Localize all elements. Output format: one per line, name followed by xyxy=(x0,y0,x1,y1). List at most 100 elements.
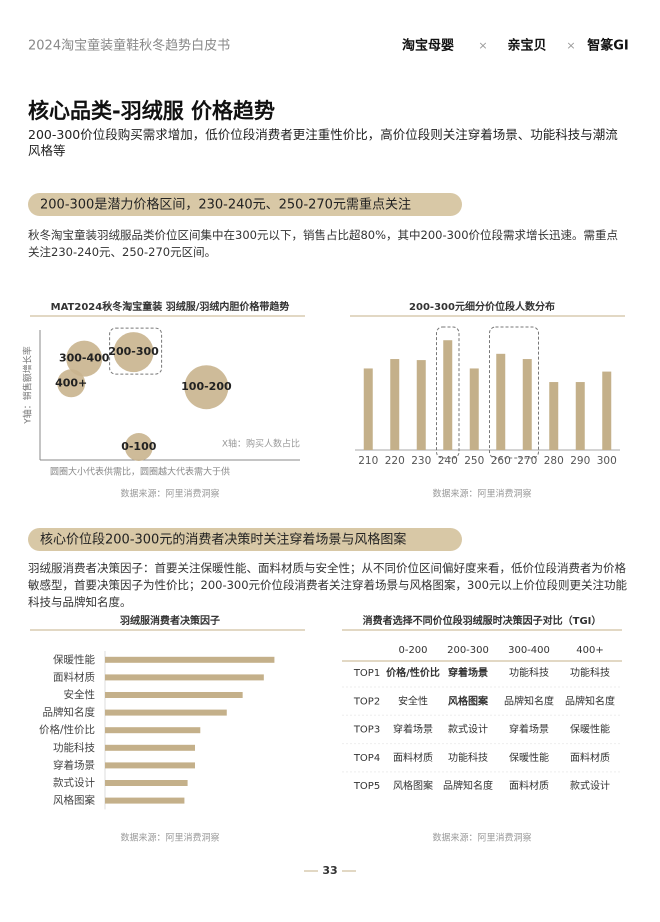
y-axis-label: Y轴：销售额增长率 xyxy=(22,346,34,425)
table-cell: 面料材质 xyxy=(509,779,549,792)
table-cell: 品牌知名度 xyxy=(504,694,554,707)
table-cell: 款式设计 xyxy=(570,779,610,792)
x-tick-label: 290 xyxy=(570,455,590,467)
page-title: 核心品类-羽绒服 价格趋势 xyxy=(28,99,275,123)
bubble xyxy=(57,369,86,398)
table-cell: 穿着场景 xyxy=(393,723,433,736)
bubble-label: 200-300 xyxy=(108,345,159,358)
bubble xyxy=(66,340,103,377)
source: 数据来源：阿里消费洞察 xyxy=(432,488,531,500)
x-tick-label: 230 xyxy=(411,455,431,467)
bar xyxy=(443,340,453,450)
bubble xyxy=(113,332,154,373)
y-tick-label: 穿着场景 xyxy=(53,758,95,771)
bar xyxy=(496,353,506,450)
table-cell: 保暖性能 xyxy=(570,723,610,736)
y-tick-label: 品牌知名度 xyxy=(43,706,96,719)
bar xyxy=(105,656,275,663)
y-tick-label: 功能科技 xyxy=(53,741,95,754)
table-cell: 功能科技 xyxy=(509,666,549,679)
x-tick-label: 210 xyxy=(358,455,378,467)
bar xyxy=(416,360,426,450)
source: 数据来源：阿里消费洞察 xyxy=(432,832,531,844)
bubble xyxy=(184,365,229,410)
column-header: 200-300 xyxy=(447,645,489,656)
table-cell: 功能科技 xyxy=(448,751,488,764)
chart-title: 羽绒服消费者决策因子 xyxy=(120,614,220,627)
section-heading: 200-300是潜力价格区间，230-240元、250-270元需重点关注 xyxy=(40,197,411,213)
bar xyxy=(575,382,585,450)
row-header: TOP4 xyxy=(353,753,380,764)
table-cell: 品牌知名度 xyxy=(565,694,615,707)
x-tick-label: 300 xyxy=(597,455,617,467)
source: 数据来源：阿里消费洞察 xyxy=(120,832,219,844)
bar xyxy=(105,797,185,804)
table-cell: 穿着场景 xyxy=(448,666,488,679)
bar xyxy=(105,692,243,698)
column-header: 0-200 xyxy=(398,645,427,656)
bubble xyxy=(124,433,153,461)
x-tick-label: 220 xyxy=(385,455,405,467)
logo: 亲宝贝 xyxy=(507,38,546,54)
row-header: TOP3 xyxy=(353,725,380,736)
subtitle: 200-300价位段购买需求增加，低价位段消费者更注重性价比，高价位段则关注穿着… xyxy=(28,127,618,158)
highlight-box xyxy=(436,326,460,459)
y-tick-label: 安全性 xyxy=(64,688,96,701)
bubble-label: 0-100 xyxy=(121,440,157,453)
x-tick-label: 280 xyxy=(544,455,564,467)
section-pill xyxy=(28,528,462,551)
table-cell: 面料材质 xyxy=(570,751,610,764)
table-cell: 风格图案 xyxy=(448,694,489,707)
table-cell: 品牌知名度 xyxy=(443,779,493,792)
highlight-box xyxy=(109,327,163,375)
table-cell: 面料材质 xyxy=(393,751,433,764)
bar xyxy=(105,674,264,681)
row-header: TOP2 xyxy=(353,696,380,707)
table-cell: 功能科技 xyxy=(570,666,610,679)
table-cell: 风格图案 xyxy=(393,779,433,792)
chart-title: MAT2024秋冬淘宝童装 羽绒服/羽绒内胆价格带趋势 xyxy=(51,300,290,313)
x-tick-label: 260 xyxy=(491,455,511,467)
x-tick-label: 250 xyxy=(464,455,484,467)
paragraph: 羽绒服消费者决策因子：首要关注保暖性能、面料材质与安全性；从不同价位区间偏好度来… xyxy=(28,561,627,609)
section-heading: 核心价位段200-300元的消费者决策时关注穿着场景与风格图案 xyxy=(40,532,406,548)
y-tick-label: 面料材质 xyxy=(53,670,95,683)
section-pill xyxy=(28,193,462,216)
column-header: 400+ xyxy=(576,645,603,656)
source: 数据来源：阿里消费洞察 xyxy=(120,488,219,500)
note: 圆圈大小代表供需比，圆圈越大代表需大于供 xyxy=(50,466,230,478)
separator: × xyxy=(566,39,575,52)
page-number: 33 xyxy=(322,864,337,877)
bar xyxy=(105,780,188,786)
bubble-label: 400+ xyxy=(55,376,87,389)
highlight-box xyxy=(489,326,539,459)
table-cell: 穿着场景 xyxy=(509,723,549,736)
bar xyxy=(105,709,227,716)
chart-title: 200-300元细分价位段人数分布 xyxy=(409,300,555,313)
y-tick-label: 保暖性能 xyxy=(53,653,95,666)
paragraph: 秋冬淘宝童装羽绒服品类价位区间集中在300元以下，销售占比超80%，其中200-… xyxy=(28,228,619,259)
x-tick-label: 270 xyxy=(517,455,537,467)
bar xyxy=(105,744,195,751)
row-header: TOP5 xyxy=(353,781,380,792)
y-tick-label: 价格/性价比 xyxy=(39,723,95,736)
bar xyxy=(469,368,479,450)
table-title: 消费者选择不同价位段羽绒服时决策因子对比（TGI） xyxy=(363,614,602,627)
bubble-label: 300-400 xyxy=(59,352,110,365)
y-tick-label: 风格图案 xyxy=(53,794,95,807)
y-tick-label: 款式设计 xyxy=(53,776,95,789)
bar xyxy=(105,762,195,769)
logo: 智篆GI xyxy=(587,38,629,54)
table-cell: 保暖性能 xyxy=(509,751,549,764)
logo: 淘宝母婴 xyxy=(402,38,454,54)
separator: × xyxy=(478,39,487,52)
report-title: 2024淘宝童装童鞋秋冬趋势白皮书 xyxy=(28,38,230,54)
table-cell: 款式设计 xyxy=(448,723,488,736)
bubble-label: 100-200 xyxy=(181,380,232,393)
table-cell: 安全性 xyxy=(398,694,428,707)
bar xyxy=(363,368,373,450)
column-header: 300-400 xyxy=(508,645,550,656)
bar xyxy=(105,727,201,734)
